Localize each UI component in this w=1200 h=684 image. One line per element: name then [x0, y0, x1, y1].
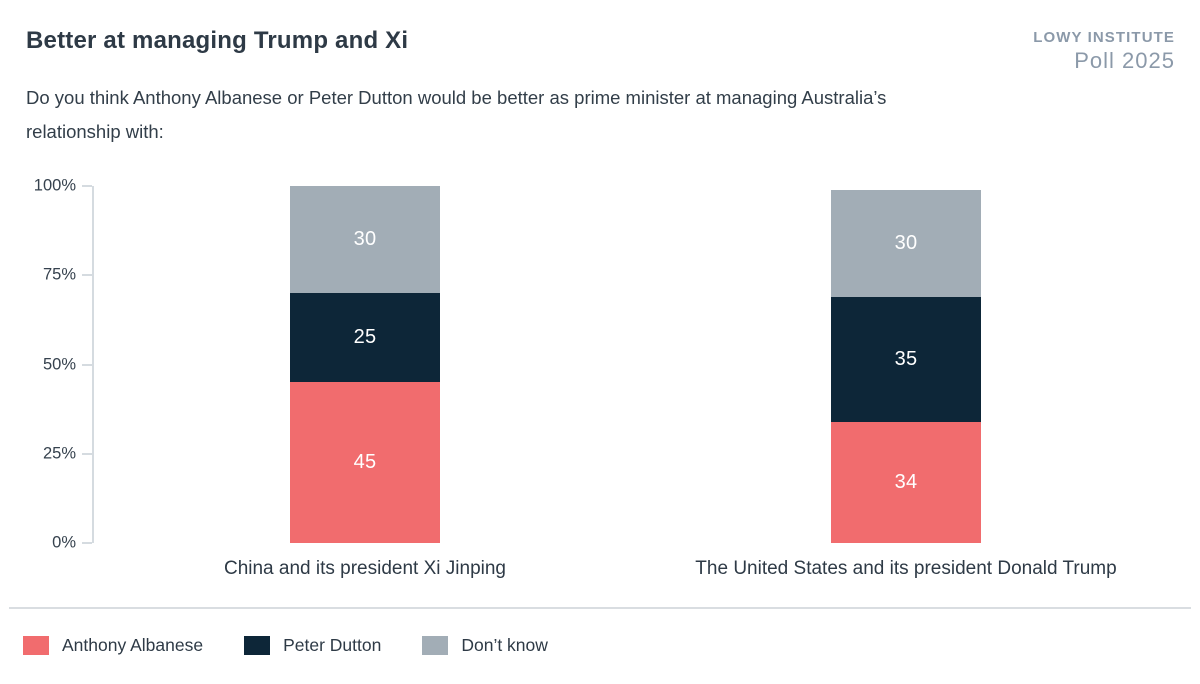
y-axis-line: [92, 186, 94, 543]
y-axis-tick: [82, 542, 92, 544]
y-axis-tick-label: 0%: [52, 533, 76, 552]
bar-value-label: 30: [894, 231, 918, 254]
legend-label: Anthony Albanese: [62, 635, 204, 655]
bar-segment: 45: [290, 382, 440, 543]
y-axis-tick-label: 50%: [42, 355, 76, 373]
survey-question-text: Do you think Anthony Albanese or Peter D…: [26, 87, 887, 142]
y-axis-tick: [82, 452, 92, 455]
bar-value-label: 30: [353, 228, 377, 251]
chart-legend: Anthony Albanese Peter Dutton Don’t know: [23, 635, 548, 656]
bar-value-label: 34: [894, 470, 918, 493]
bar-segment: 34: [831, 421, 981, 543]
legend-swatch: [244, 636, 271, 655]
bar-value-label: 25: [353, 326, 377, 349]
lowy-institute-logo: LOWY INSTITUTE Poll 2025: [1033, 29, 1175, 73]
bar-segment: 35: [831, 296, 981, 422]
bar-segment: 30: [831, 189, 981, 297]
legend-swatch: [23, 636, 49, 655]
category-label: The United States and its president Dona…: [695, 558, 1117, 579]
bar-value-label: 35: [894, 347, 918, 370]
y-axis-tick-label: 25%: [42, 444, 76, 463]
y-axis-tick-label: 75%: [42, 265, 76, 284]
legend-label: Don’t know: [461, 635, 548, 655]
legend-item: Anthony Albanese: [23, 635, 203, 656]
y-axis-tick: [82, 185, 92, 187]
logo-institute-name: LOWY INSTITUTE: [1033, 29, 1175, 46]
bar-segment: 30: [290, 186, 440, 294]
footer-divider: [9, 607, 1191, 609]
legend-item: Peter Dutton: [244, 635, 381, 656]
page-title: Better at managing Trump and Xi: [26, 27, 409, 54]
y-axis-tick-label: 100%: [33, 176, 76, 195]
logo-poll-year: Poll 2025: [1074, 47, 1175, 73]
category-label: China and its president Xi Jinping: [223, 558, 506, 579]
legend-swatch: [422, 636, 449, 655]
y-axis-tick: [82, 274, 92, 277]
y-axis-tick: [82, 363, 92, 366]
bar-value-label: 45: [353, 451, 377, 474]
bar-segment: 25: [290, 293, 440, 383]
legend-label: Peter Dutton: [283, 635, 382, 655]
legend-item: Don’t know: [422, 635, 548, 656]
